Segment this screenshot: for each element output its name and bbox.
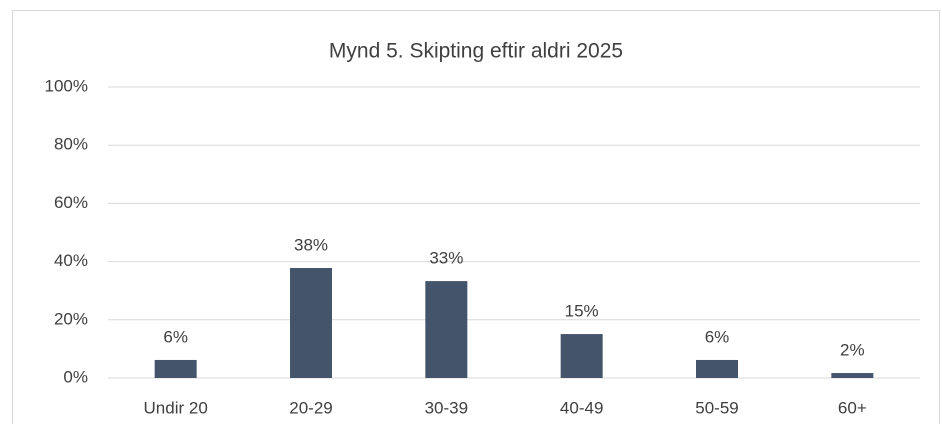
x-tick-label: Undir 20 — [144, 398, 208, 417]
y-tick-label: 80% — [54, 135, 88, 154]
chart-title: Mynd 5. Skipting eftir aldri 2025 — [329, 40, 623, 63]
x-tick-label: 40-49 — [560, 398, 603, 417]
y-tick-label: 60% — [54, 193, 88, 212]
y-tick-label: 0% — [63, 367, 88, 386]
data-label: 2% — [840, 341, 865, 360]
data-label: 38% — [294, 235, 328, 254]
y-tick-label: 100% — [45, 76, 88, 95]
x-tick-label: 60+ — [838, 398, 867, 417]
x-tick-label: 20-29 — [289, 398, 332, 417]
y-tick-label: 40% — [54, 251, 88, 270]
data-label: 6% — [705, 327, 730, 346]
bar — [831, 373, 874, 378]
bar — [425, 281, 468, 378]
bar — [696, 359, 738, 378]
bar — [154, 359, 197, 378]
x-tick-label: 30-39 — [425, 398, 468, 417]
chart-border — [12, 10, 940, 424]
bar — [290, 268, 332, 378]
data-label: 33% — [429, 249, 463, 268]
y-tick-label: 20% — [54, 309, 88, 328]
data-label: 6% — [163, 327, 188, 346]
x-tick-label: 50-59 — [695, 398, 738, 417]
bar — [560, 334, 603, 378]
data-label: 15% — [565, 302, 599, 321]
